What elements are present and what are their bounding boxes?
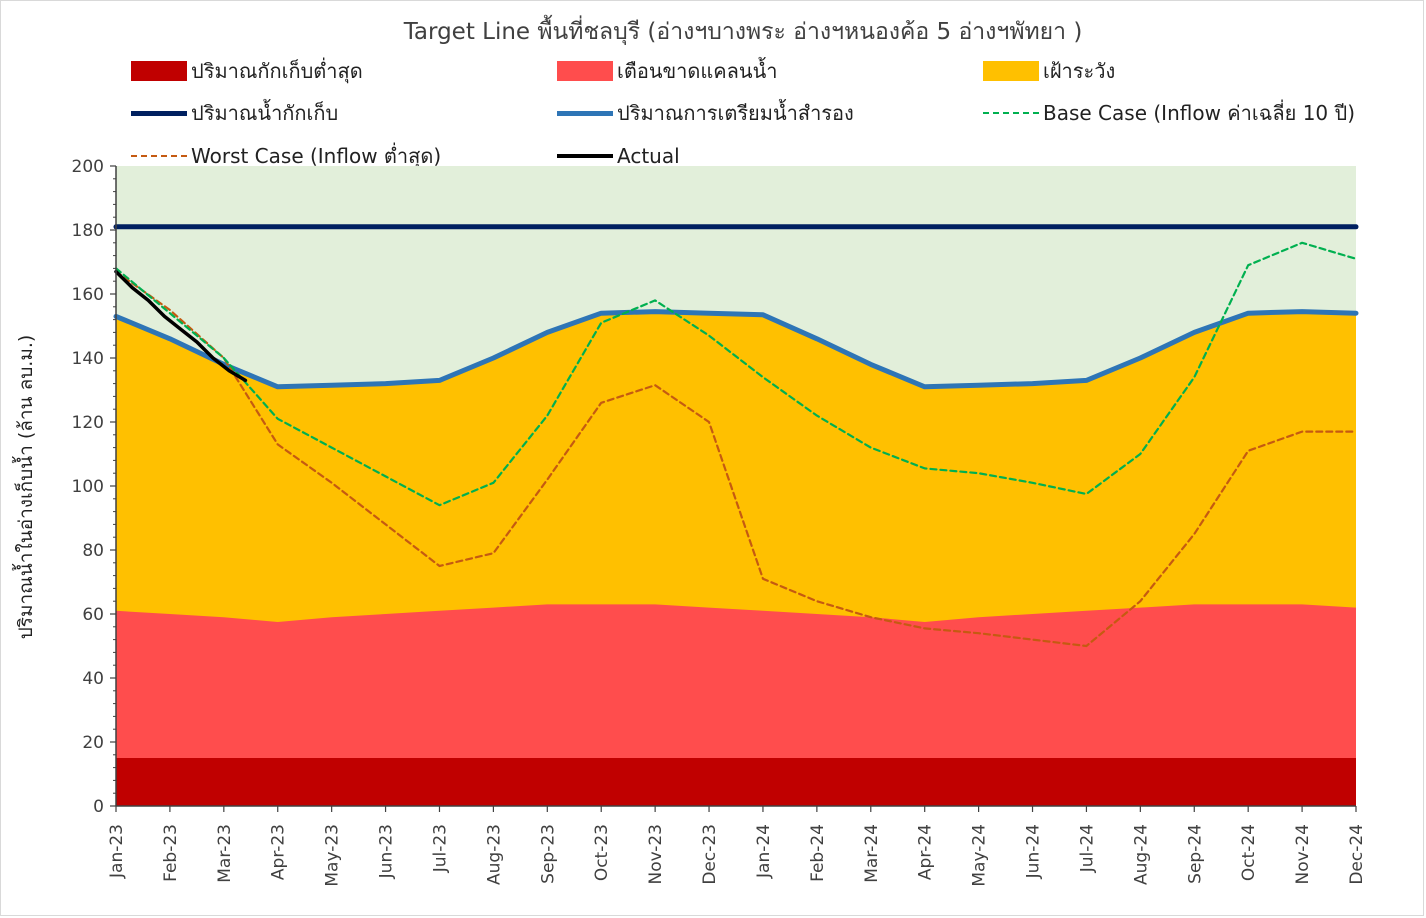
x-tick-label: Feb-23 xyxy=(161,824,181,882)
y-tick-label: 20 xyxy=(82,733,104,753)
x-tick-label: Oct-23 xyxy=(592,824,612,881)
series-min-storage-area xyxy=(116,758,1356,806)
legend-line-storage-capacity xyxy=(131,110,187,116)
x-tick-label: Jun-23 xyxy=(377,824,397,879)
legend-item-watch: เฝ้าระวัง xyxy=(983,56,1115,86)
y-tick-label: 60 xyxy=(82,605,104,625)
x-tick-label: Oct-24 xyxy=(1239,824,1259,881)
legend-label-min-storage: ปริมาณกักเก็บต่ำสุด xyxy=(191,59,363,83)
legend-swatch-min-storage xyxy=(131,61,187,81)
series-worst-case-line xyxy=(114,270,1358,648)
y-tick-label: 100 xyxy=(72,477,104,497)
legend-line-worst-case xyxy=(131,155,187,157)
legend-swatch-watch xyxy=(983,61,1039,81)
x-tick-label: Feb-24 xyxy=(808,824,828,882)
x-tick-label: Apr-24 xyxy=(916,824,936,880)
legend-line-actual xyxy=(557,154,613,158)
series-reserve-prep-line xyxy=(113,309,1359,390)
legend-line-reserve-prep xyxy=(557,110,613,116)
x-tick-label: Mar-23 xyxy=(215,824,235,883)
y-tick-label: 180 xyxy=(72,221,104,241)
y-axis-title: ปริมาณน้ำในอ่างเก็บน้ำ (ล้าน ลบ.ม.) xyxy=(12,335,37,640)
x-tick-label: Jul-24 xyxy=(1077,824,1097,873)
y-tick-label: 40 xyxy=(82,669,104,689)
legend-label-actual: Actual xyxy=(617,144,680,168)
x-tick-label: Jan-24 xyxy=(754,824,774,879)
legend-item-reserve-prep: ปริมาณการเตรียมน้ำสำรอง xyxy=(557,98,854,128)
x-tick-label: Nov-23 xyxy=(646,824,666,885)
legend-item-worst-case: Worst Case (Inflow ต่ำสุด) xyxy=(131,141,441,171)
legend-label-watch: เฝ้าระวัง xyxy=(1043,59,1116,83)
legend-item-shortage-warning: เตือนขาดแคลนน้ำ xyxy=(557,56,778,86)
chart-title: Target Line พื้นที่ชลบุรี (อ่างฯบางพระ อ… xyxy=(403,19,1083,45)
x-tick-label: Sep-24 xyxy=(1185,824,1205,884)
y-tick-label: 200 xyxy=(72,157,104,177)
x-tick-label: Dec-23 xyxy=(700,824,720,885)
legend-label-base-case: Base Case (Inflow ค่าเฉลี่ย 10 ปี) xyxy=(1043,101,1355,125)
x-tick-label: Dec-24 xyxy=(1347,824,1367,885)
x-tick-label: Aug-23 xyxy=(484,824,504,885)
legend-label-worst-case: Worst Case (Inflow ต่ำสุด) xyxy=(191,144,442,168)
legend-item-storage-capacity: ปริมาณน้ำกักเก็บ xyxy=(131,98,338,128)
legend-swatch-shortage-warning xyxy=(557,61,613,81)
x-tick-label: Jul-23 xyxy=(430,824,450,873)
x-tick-label: May-23 xyxy=(323,824,343,887)
series-actual-line xyxy=(114,269,248,383)
legend-line-base-case xyxy=(983,112,1039,114)
y-tick-label: 0 xyxy=(93,797,104,817)
series-base-case-line xyxy=(114,241,1358,507)
y-tick-label: 160 xyxy=(72,285,104,305)
y-tick-label: 140 xyxy=(72,349,104,369)
x-tick-label: Aug-24 xyxy=(1131,824,1151,885)
legend-label-storage-capacity: ปริมาณน้ำกักเก็บ xyxy=(191,101,339,125)
legend-label-shortage-warning: เตือนขาดแคลนน้ำ xyxy=(617,59,778,83)
legend-item-actual: Actual xyxy=(557,141,680,171)
x-tick-label: Nov-24 xyxy=(1293,824,1313,885)
legend-item-base-case: Base Case (Inflow ค่าเฉลี่ย 10 ปี) xyxy=(983,98,1355,128)
legend-label-reserve-prep: ปริมาณการเตรียมน้ำสำรอง xyxy=(617,101,854,125)
series-shortage-warning-area xyxy=(116,604,1356,806)
x-tick-label: Jan-23 xyxy=(107,824,127,879)
x-tick-label: Apr-23 xyxy=(269,824,289,880)
x-tick-label: Sep-23 xyxy=(538,824,558,884)
x-tick-label: Mar-24 xyxy=(862,824,882,883)
x-tick-label: May-24 xyxy=(970,824,990,887)
x-tick-label: Jun-24 xyxy=(1024,824,1044,879)
legend-item-min-storage: ปริมาณกักเก็บต่ำสุด xyxy=(131,56,363,86)
y-tick-label: 120 xyxy=(72,413,104,433)
y-tick-label: 80 xyxy=(82,541,104,561)
